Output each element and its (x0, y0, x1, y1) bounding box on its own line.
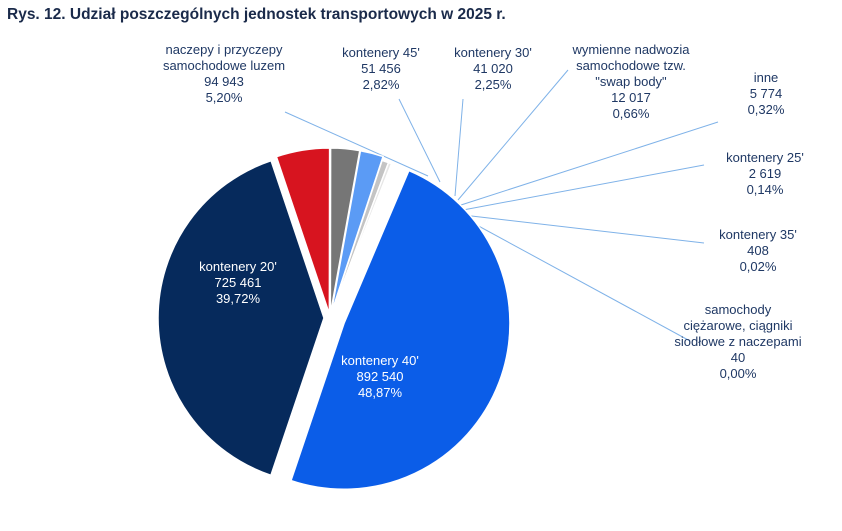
leader-line (454, 98, 464, 197)
slice-label: inne 5 774 0,32% (748, 70, 785, 117)
slice-label: naczepy i przyczepy samochodowe luzem 94 9… (163, 42, 285, 105)
slice-label: samochody ciężarowe, ciągniki siodłowe z n… (674, 302, 801, 381)
leader-line (462, 164, 705, 211)
pie-slice (157, 159, 325, 477)
slice-label: wymienne nadwozia samochodowe tzw. "swap b… (571, 42, 690, 121)
slice-label: kontenery 40' 892 540 48,87% (341, 353, 419, 400)
pie-slice (329, 163, 396, 319)
pie-slice (275, 147, 331, 315)
leader-line (457, 69, 569, 201)
chart-title: Rys. 12. Udział poszczególnych jednostek… (7, 6, 506, 23)
pie-slice (290, 169, 511, 491)
leader-line (462, 214, 705, 244)
leader-line (284, 111, 429, 177)
leader-line (460, 121, 719, 206)
slice-label: kontenery 30' 41 020 2,25% (454, 45, 532, 92)
leader-line (461, 216, 691, 342)
slice-label: kontenery 20' 725 461 39,72% (199, 259, 277, 306)
leader-line (398, 98, 441, 183)
slice-label: kontenery 45' 51 456 2,82% (342, 45, 420, 92)
slice-label: kontenery 25' 2 619 0,14% (726, 150, 804, 197)
slice-label: kontenery 35' 408 0,02% (719, 227, 797, 274)
